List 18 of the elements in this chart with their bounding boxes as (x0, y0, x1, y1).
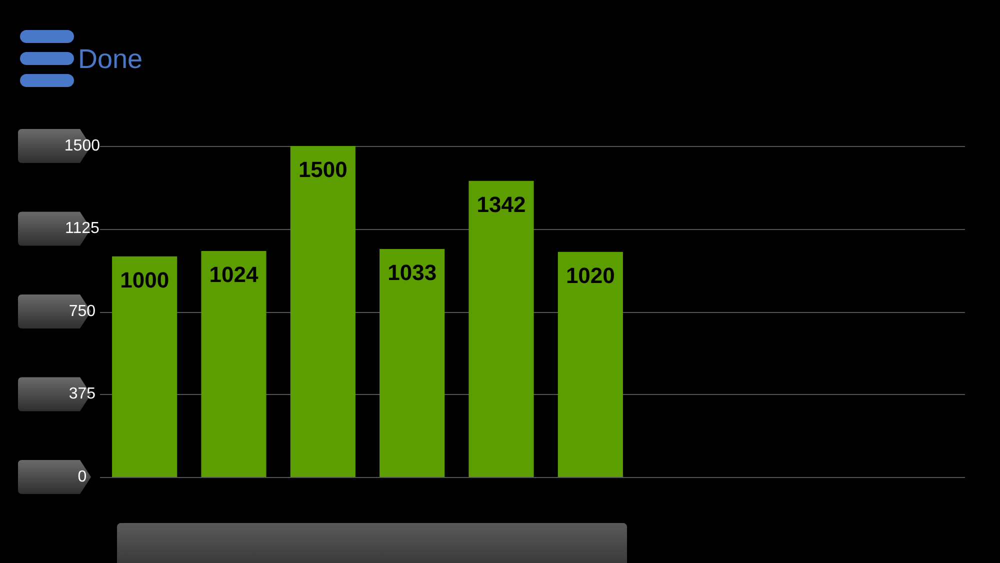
bar (558, 252, 623, 477)
bar (380, 249, 445, 477)
data-label: 1024 (209, 262, 259, 288)
bar (112, 256, 178, 477)
y-tick-label: 375 (68, 386, 96, 403)
y-tick-label: 0 (78, 468, 87, 486)
data-label: 1500 (298, 157, 348, 182)
bar (290, 146, 356, 477)
bar (468, 180, 534, 477)
y-tick-label: 750 (68, 302, 96, 320)
y-tick-label: 1500 (64, 137, 100, 154)
text: Done (78, 44, 143, 75)
bar (201, 251, 266, 477)
data-label: 1020 (566, 262, 615, 288)
data-label: 1000 (120, 267, 170, 292)
data-label: 1033 (388, 260, 437, 286)
y-tick-label: 1125 (65, 220, 100, 238)
data-label: 1342 (476, 192, 526, 217)
